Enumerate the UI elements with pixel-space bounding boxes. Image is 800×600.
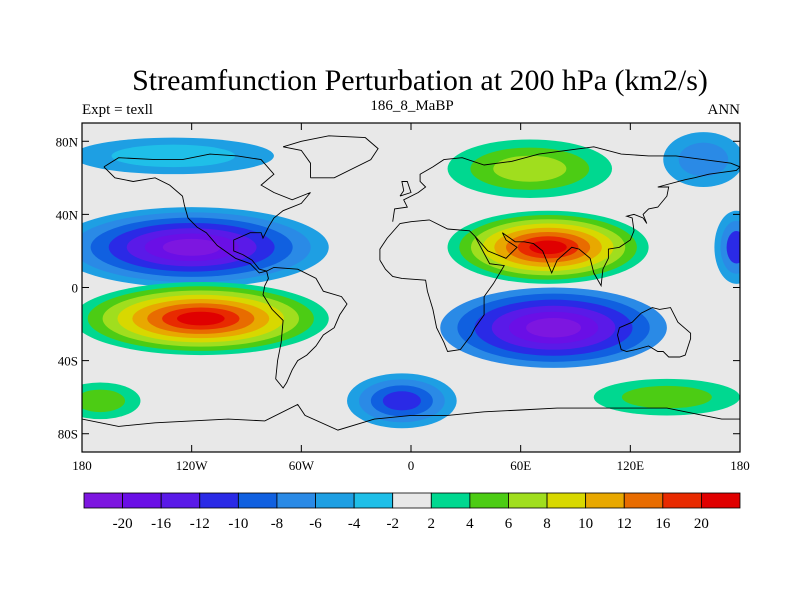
- contour-level: [526, 317, 582, 338]
- streamfunction-contours: [82, 132, 740, 429]
- colorbar-swatch: [623, 492, 664, 509]
- colorbar-label: 6: [505, 516, 513, 532]
- map-panel: 80N 40N 0 40S 80S 180 120W 60W 0 60E 120E 180: [56, 122, 750, 473]
- y-tick-label: 80N: [56, 134, 79, 149]
- figure-title: Streamfunction Perturbation at 200 hPa (…: [132, 64, 708, 97]
- colorbar-label: -12: [190, 516, 210, 532]
- colorbar-swatch: [546, 492, 587, 509]
- colorbar-label: 20: [694, 516, 709, 532]
- y-tick-label: 0: [72, 281, 79, 296]
- longitude-axis: 180 120W 60W 0 60E 120E 180: [72, 123, 750, 473]
- x-tick-label: 120E: [617, 458, 645, 473]
- contour-level: [382, 391, 421, 411]
- colorbar-label: -4: [348, 516, 361, 532]
- colorbar-swatch: [160, 492, 201, 509]
- x-tick-label: 120W: [176, 458, 209, 473]
- colorbar-label: 16: [655, 516, 671, 532]
- y-tick-label: 40N: [56, 207, 79, 222]
- x-tick-label: 0: [408, 458, 415, 473]
- contour-level: [621, 385, 712, 409]
- colorbar-swatch: [276, 492, 316, 509]
- colorbar-swatch: [508, 492, 548, 509]
- colorbar-label: -2: [386, 516, 399, 532]
- southern-ocean-low: [347, 373, 457, 429]
- contour-level: [111, 144, 236, 168]
- colorbar-swatch: [315, 492, 355, 509]
- contour-level: [726, 231, 740, 264]
- indian-ocean-low: [440, 287, 667, 368]
- contour-level: [82, 389, 126, 413]
- colorbar: -20 -16 -12 -10 -8 -6 -4 -2 2 4 6 8 10 12 16 20: [83, 492, 741, 532]
- y-tick-label: 40S: [58, 354, 78, 369]
- colorbar-label: 2: [428, 516, 436, 532]
- colorbar-label: 8: [543, 516, 551, 532]
- colorbar-label: -10: [228, 516, 248, 532]
- colorbar-swatch: [83, 492, 123, 509]
- north-pacific-low: [82, 207, 329, 288]
- x-tick-label: 180: [72, 458, 92, 473]
- colorbar-label: -20: [113, 516, 133, 532]
- colorbar-swatch: [430, 492, 471, 509]
- colorbar-swatch: [392, 492, 432, 509]
- x-tick-label: 60E: [510, 458, 531, 473]
- run-label: 186_8_MaBP: [370, 98, 453, 114]
- contour-level: [493, 155, 567, 182]
- contour-level: [177, 311, 225, 326]
- colorbar-swatch: [469, 492, 509, 509]
- asia-high: [447, 210, 649, 284]
- south-atlantic-low: [82, 382, 141, 420]
- colorbar-swatch: [199, 492, 239, 509]
- colorbar-label: 4: [466, 516, 474, 532]
- contour-level: [529, 240, 567, 255]
- arctic-siberian-high: [447, 139, 613, 198]
- south-indian-ridge: [593, 378, 740, 416]
- colorbar-swatch: [237, 492, 278, 509]
- colorbar-swatch: [585, 492, 625, 509]
- x-tick-label: 180: [730, 458, 750, 473]
- colorbar-label: -6: [309, 516, 322, 532]
- colorbar-label: 12: [617, 516, 632, 532]
- colorbar-swatch: [122, 492, 162, 509]
- x-tick-label: 60W: [289, 458, 315, 473]
- contour-level: [162, 238, 221, 256]
- colorbar-swatch: [701, 492, 741, 509]
- colorbar-swatch: [662, 492, 702, 509]
- colorbar-label: -16: [151, 516, 171, 532]
- colorbar-label: 10: [578, 516, 593, 532]
- experiment-label: Expt = texll: [82, 102, 153, 118]
- latitude-axis: 80N 40N 0 40S 80S: [56, 134, 740, 442]
- west-pacific-low: [714, 210, 740, 284]
- y-tick-label: 80S: [58, 427, 78, 442]
- north-pacific-high-band: [82, 137, 274, 175]
- colorbar-label: -8: [271, 516, 284, 532]
- coastline: [82, 135, 740, 431]
- south-pacific-high: [82, 282, 329, 356]
- colorbar-swatch: [353, 492, 394, 509]
- season-label: ANN: [708, 102, 741, 118]
